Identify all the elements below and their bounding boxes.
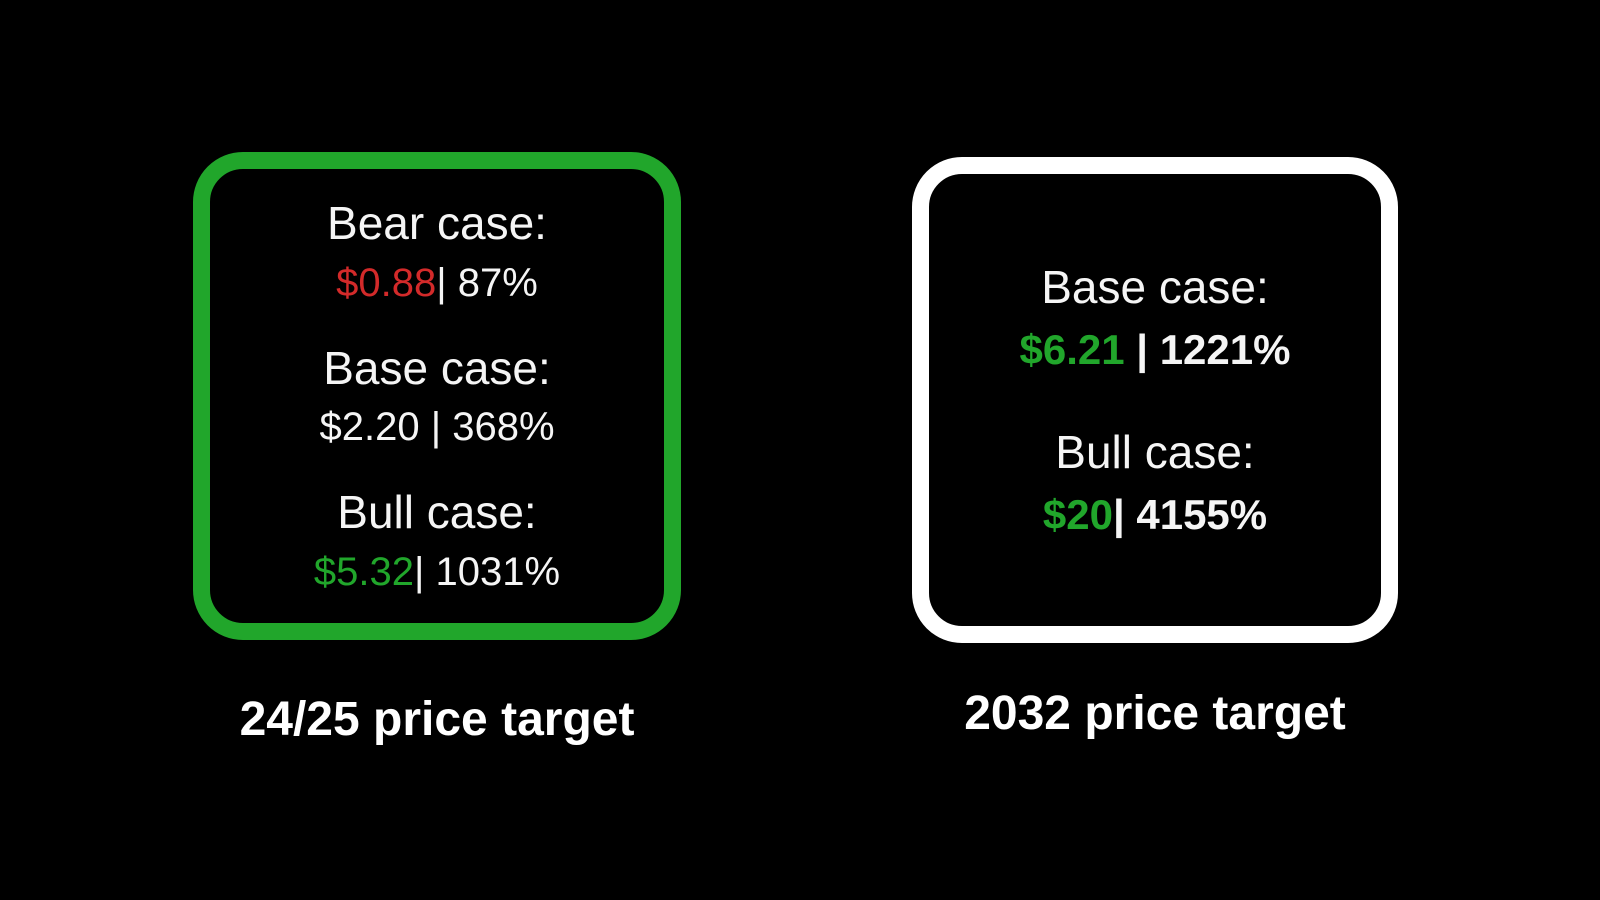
- bear-case-price: $0.88: [336, 260, 437, 305]
- bull-case-group: Bull case: $5.32| 1031%: [314, 486, 560, 595]
- base-case-group-2032: Base case: $6.21 | 1221%: [1020, 261, 1291, 374]
- bear-case-group: Bear case: $0.88| 87%: [327, 197, 547, 306]
- bull-case-group-2032: Bull case: $20| 4155%: [1043, 426, 1267, 539]
- bull-case-percent-2032: | 4155%: [1112, 490, 1268, 538]
- base-case-value-2032: $6.21 | 1221%: [1020, 326, 1291, 374]
- base-case-percent-2032: | 1221%: [1124, 325, 1291, 373]
- base-case-percent: | 368%: [419, 405, 555, 450]
- bull-case-price-2032: $20: [1042, 490, 1113, 538]
- base-case-price: $2.20: [319, 405, 420, 450]
- bull-case-value-2032: $20| 4155%: [1043, 491, 1267, 539]
- base-case-price-2032: $6.21: [1019, 325, 1125, 373]
- bear-case-label: Bear case:: [327, 196, 547, 249]
- bull-case-label: Bull case:: [337, 486, 537, 539]
- bear-case-value: $0.88| 87%: [327, 260, 547, 306]
- base-case-label: Base case:: [323, 341, 551, 394]
- bull-case-value: $5.32| 1031%: [314, 549, 560, 595]
- price-target-card-2425: Bear case: $0.88| 87% Base case: $2.20 |…: [193, 152, 681, 640]
- bull-case-percent: | 1031%: [414, 550, 561, 595]
- base-case-label-2032: Base case:: [1041, 260, 1269, 313]
- base-case-value: $2.20 | 368%: [319, 404, 554, 450]
- caption-2425-price-target: 24/25 price target: [239, 693, 635, 746]
- price-target-card-2032: Base case: $6.21 | 1221% Bull case: $20|…: [912, 157, 1398, 643]
- bear-case-percent: | 87%: [436, 260, 538, 305]
- base-case-group: Base case: $2.20 | 368%: [319, 342, 554, 451]
- caption-2032-price-target: 2032 price target: [964, 687, 1346, 740]
- bull-case-label-2032: Bull case:: [1055, 426, 1255, 478]
- bull-case-price: $5.32: [313, 550, 415, 595]
